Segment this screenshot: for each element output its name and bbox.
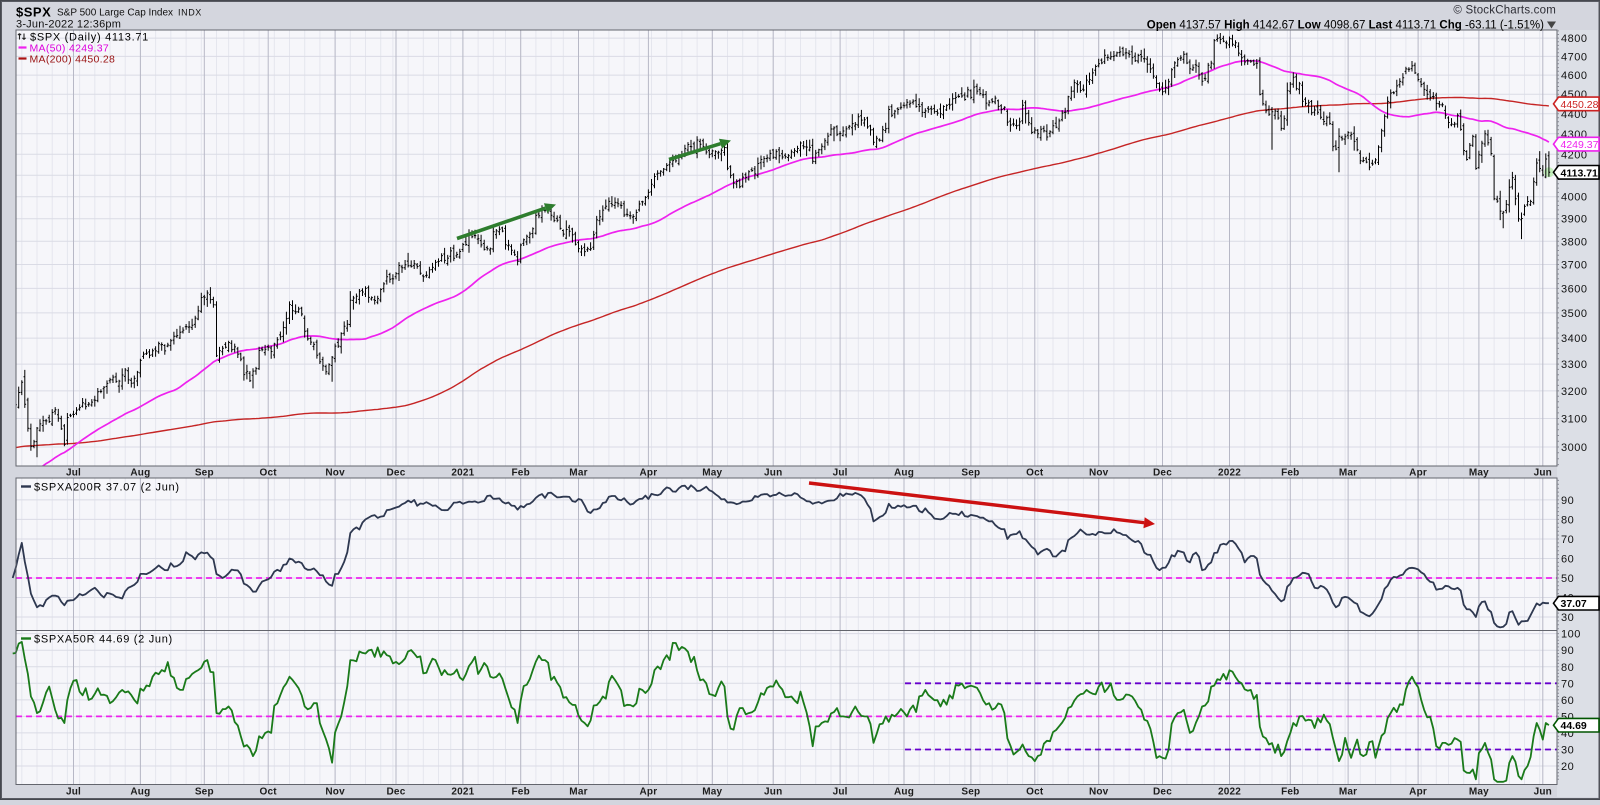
svg-text:Jul: Jul — [66, 468, 81, 479]
svg-text:Nov: Nov — [1089, 468, 1109, 479]
svg-text:Dec: Dec — [1153, 468, 1172, 479]
svg-text:INDX: INDX — [178, 8, 202, 18]
svg-text:3100: 3100 — [1561, 414, 1587, 426]
svg-text:80: 80 — [1561, 662, 1574, 674]
svg-text:Aug: Aug — [894, 468, 914, 479]
svg-text:2021: 2021 — [451, 468, 474, 479]
svg-text:$SPX (Daily) 4113.71: $SPX (Daily) 4113.71 — [30, 32, 149, 44]
svg-text:Dec: Dec — [1153, 787, 1172, 798]
svg-text:4600: 4600 — [1561, 70, 1587, 82]
svg-text:Feb: Feb — [1281, 468, 1299, 479]
svg-text:Jul: Jul — [833, 468, 848, 479]
svg-text:Oct: Oct — [1026, 468, 1044, 479]
svg-text:Apr: Apr — [639, 787, 657, 798]
svg-text:3000: 3000 — [1561, 442, 1587, 454]
svg-text:Oct: Oct — [260, 787, 278, 798]
svg-text:Mar: Mar — [569, 787, 587, 798]
svg-text:3500: 3500 — [1561, 308, 1587, 320]
svg-text:3800: 3800 — [1561, 236, 1587, 248]
svg-text:Mar: Mar — [569, 468, 587, 479]
svg-text:3300: 3300 — [1561, 359, 1587, 371]
svg-text:44.69: 44.69 — [1561, 720, 1587, 732]
svg-text:30: 30 — [1561, 745, 1574, 757]
svg-text:$SPXA50R 44.69 (2 Jun): $SPXA50R 44.69 (2 Jun) — [34, 634, 173, 646]
svg-text:Jul: Jul — [66, 787, 81, 798]
svg-text:90: 90 — [1561, 495, 1574, 507]
svg-text:4400: 4400 — [1561, 109, 1587, 121]
svg-text:Feb: Feb — [512, 468, 530, 479]
svg-text:Sep: Sep — [195, 787, 214, 798]
svg-text:Apr: Apr — [639, 468, 657, 479]
svg-text:MA(50) 4249.37: MA(50) 4249.37 — [30, 43, 110, 55]
svg-text:May: May — [1469, 468, 1489, 479]
svg-text:70: 70 — [1561, 678, 1574, 690]
svg-text:4249.37: 4249.37 — [1561, 139, 1599, 151]
svg-text:Jun: Jun — [764, 468, 782, 479]
svg-text:Dec: Dec — [387, 468, 406, 479]
svg-text:May: May — [702, 468, 722, 479]
svg-text:Aug: Aug — [894, 787, 914, 798]
svg-text:4450.28: 4450.28 — [1561, 99, 1599, 111]
svg-text:Oct: Oct — [260, 468, 278, 479]
svg-text:Sep: Sep — [961, 787, 980, 798]
svg-text:4113.71: 4113.71 — [1561, 167, 1599, 179]
svg-text:3-Jun-2022 12:36pm: 3-Jun-2022 12:36pm — [16, 19, 121, 31]
svg-text:Aug: Aug — [130, 787, 150, 798]
svg-text:Feb: Feb — [512, 787, 530, 798]
svg-text:$SPXA200R 37.07 (2 Jun): $SPXA200R 37.07 (2 Jun) — [34, 482, 180, 494]
svg-text:Jun: Jun — [1534, 787, 1552, 798]
svg-text:Aug: Aug — [130, 468, 150, 479]
svg-text:2022: 2022 — [1218, 468, 1241, 479]
svg-text:$SPX: $SPX — [16, 5, 51, 20]
svg-text:Nov: Nov — [325, 468, 345, 479]
svg-text:2022: 2022 — [1218, 787, 1241, 798]
svg-text:S&P 500 Large Cap Index: S&P 500 Large Cap Index — [57, 8, 173, 19]
svg-text:2021: 2021 — [451, 787, 474, 798]
svg-text:4200: 4200 — [1561, 149, 1587, 161]
svg-text:3600: 3600 — [1561, 283, 1587, 295]
svg-text:Feb: Feb — [1281, 787, 1299, 798]
svg-text:3900: 3900 — [1561, 214, 1587, 226]
svg-text:3400: 3400 — [1561, 333, 1587, 345]
svg-text:Apr: Apr — [1409, 787, 1427, 798]
svg-text:37.07: 37.07 — [1561, 598, 1587, 610]
svg-text:60: 60 — [1561, 695, 1574, 707]
svg-text:Oct: Oct — [1026, 787, 1044, 798]
svg-text:Dec: Dec — [387, 787, 406, 798]
svg-text:4700: 4700 — [1561, 51, 1587, 63]
svg-text:80: 80 — [1561, 514, 1574, 526]
svg-text:100: 100 — [1561, 629, 1581, 641]
svg-text:Jun: Jun — [1534, 468, 1552, 479]
svg-text:Mar: Mar — [1339, 468, 1357, 479]
svg-text:Open 4137.57 High 4142.67 Lo: Open 4137.57 High 4142.67 Low 4098.67 La… — [1147, 20, 1544, 32]
svg-text:60: 60 — [1561, 554, 1574, 566]
svg-text:Sep: Sep — [961, 468, 980, 479]
svg-text:3200: 3200 — [1561, 386, 1587, 398]
svg-text:4800: 4800 — [1561, 33, 1587, 45]
svg-text:Nov: Nov — [325, 787, 345, 798]
svg-text:© StockCharts.com: © StockCharts.com — [1453, 5, 1556, 17]
svg-text:50: 50 — [1561, 573, 1574, 585]
svg-text:90: 90 — [1561, 645, 1574, 657]
svg-text:70: 70 — [1561, 534, 1574, 546]
svg-text:Sep: Sep — [195, 468, 214, 479]
svg-text:Mar: Mar — [1339, 787, 1357, 798]
svg-text:MA(200) 4450.28: MA(200) 4450.28 — [30, 54, 116, 66]
svg-text:20: 20 — [1561, 761, 1574, 773]
svg-text:May: May — [702, 787, 722, 798]
svg-text:Jun: Jun — [764, 787, 782, 798]
svg-text:Jul: Jul — [833, 787, 848, 798]
svg-text:May: May — [1469, 787, 1489, 798]
svg-text:30: 30 — [1561, 612, 1574, 624]
svg-text:Nov: Nov — [1089, 787, 1109, 798]
svg-text:3700: 3700 — [1561, 260, 1587, 272]
svg-text:Apr: Apr — [1409, 468, 1427, 479]
svg-text:4000: 4000 — [1561, 192, 1587, 204]
